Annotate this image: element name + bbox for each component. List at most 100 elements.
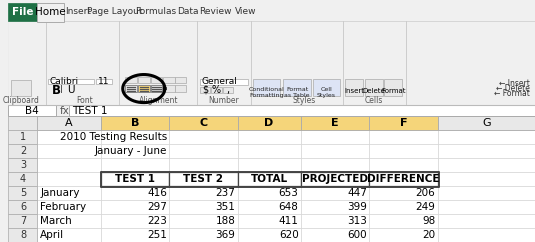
Bar <box>37 130 101 144</box>
Bar <box>313 79 340 96</box>
Bar <box>169 158 238 172</box>
Bar <box>346 79 363 96</box>
Text: 3: 3 <box>20 160 26 170</box>
Text: 4: 4 <box>20 174 26 184</box>
Text: ← Insert: ← Insert <box>499 79 530 88</box>
Bar <box>169 214 238 228</box>
Text: 6: 6 <box>20 202 26 212</box>
Bar <box>301 158 369 172</box>
Bar <box>169 116 238 130</box>
Bar <box>9 158 37 172</box>
Bar <box>438 116 535 130</box>
Text: G: G <box>482 118 491 128</box>
Bar <box>9 144 37 158</box>
Bar <box>9 186 37 200</box>
Bar <box>96 79 112 84</box>
Bar <box>438 186 535 200</box>
Text: January: January <box>40 188 80 198</box>
Text: 2010 Testing Results: 2010 Testing Results <box>60 132 167 142</box>
Bar <box>9 21 535 105</box>
Bar <box>125 85 137 92</box>
Bar <box>11 80 31 96</box>
Bar <box>169 228 238 242</box>
Bar <box>37 200 101 214</box>
Bar <box>37 214 101 228</box>
Bar <box>438 158 535 172</box>
Bar <box>169 172 238 186</box>
Bar <box>238 228 301 242</box>
Bar <box>369 172 438 186</box>
Text: Alignment: Alignment <box>139 96 178 106</box>
Bar <box>9 130 37 144</box>
Text: TEST 2: TEST 2 <box>184 174 223 184</box>
Bar <box>37 172 101 186</box>
Text: Clipboard: Clipboard <box>3 96 40 106</box>
Bar <box>238 172 301 186</box>
Text: $: $ <box>202 85 208 95</box>
Bar <box>101 158 169 172</box>
Text: TOTAL: TOTAL <box>250 174 288 184</box>
Bar <box>369 158 438 172</box>
Text: Insert: Insert <box>65 7 91 16</box>
Bar <box>125 77 137 83</box>
Text: ← Format: ← Format <box>494 89 530 98</box>
Text: 411: 411 <box>279 216 299 226</box>
Text: Cell
Styles: Cell Styles <box>317 87 336 98</box>
Bar <box>369 228 438 242</box>
Text: TOTAL: TOTAL <box>250 174 288 184</box>
Bar <box>101 172 438 186</box>
Text: 11: 11 <box>98 77 110 86</box>
Bar <box>101 200 169 214</box>
Bar <box>385 79 402 96</box>
Text: Cells: Cells <box>365 96 384 106</box>
Bar <box>9 116 37 130</box>
Text: 98: 98 <box>422 216 435 226</box>
Bar <box>37 144 101 158</box>
Text: B4: B4 <box>25 106 39 116</box>
Bar <box>369 186 438 200</box>
Bar <box>37 158 101 172</box>
Text: Conditional
Formatting: Conditional Formatting <box>249 87 285 98</box>
Text: 5: 5 <box>20 188 26 198</box>
Bar <box>151 77 162 83</box>
Bar <box>9 172 37 186</box>
Text: PROJECTED: PROJECTED <box>302 174 368 184</box>
Bar <box>253 79 280 96</box>
Bar <box>175 85 187 92</box>
Bar <box>301 172 369 186</box>
Bar <box>9 105 535 116</box>
Bar <box>238 130 301 144</box>
Text: Review: Review <box>199 7 232 16</box>
Text: Formulas: Formulas <box>135 7 177 16</box>
Bar <box>301 200 369 214</box>
Bar <box>101 144 169 158</box>
Text: Page Layout: Page Layout <box>87 7 143 16</box>
Bar <box>9 200 37 214</box>
Bar <box>69 105 535 116</box>
Text: Home: Home <box>35 7 66 17</box>
Bar <box>101 116 169 130</box>
Bar <box>369 116 438 130</box>
Text: ,: , <box>226 85 230 95</box>
Text: TEST 2: TEST 2 <box>184 174 223 184</box>
Text: Styles: Styles <box>293 96 316 106</box>
Text: Calibri: Calibri <box>50 77 79 86</box>
Bar <box>169 186 238 200</box>
Text: February: February <box>40 202 86 212</box>
Bar <box>48 79 94 84</box>
Bar <box>438 200 535 214</box>
Bar <box>301 172 369 186</box>
Bar <box>37 228 101 242</box>
Bar <box>200 87 210 93</box>
Text: 20: 20 <box>422 230 435 240</box>
Text: B: B <box>52 84 60 97</box>
Text: 251: 251 <box>147 230 167 240</box>
Bar <box>138 77 150 83</box>
Bar <box>169 172 238 186</box>
Text: 2: 2 <box>20 146 26 156</box>
Text: 1: 1 <box>20 132 26 142</box>
Bar <box>175 77 187 83</box>
Text: 8: 8 <box>20 230 26 240</box>
Text: General: General <box>202 77 238 86</box>
Bar <box>37 116 101 130</box>
